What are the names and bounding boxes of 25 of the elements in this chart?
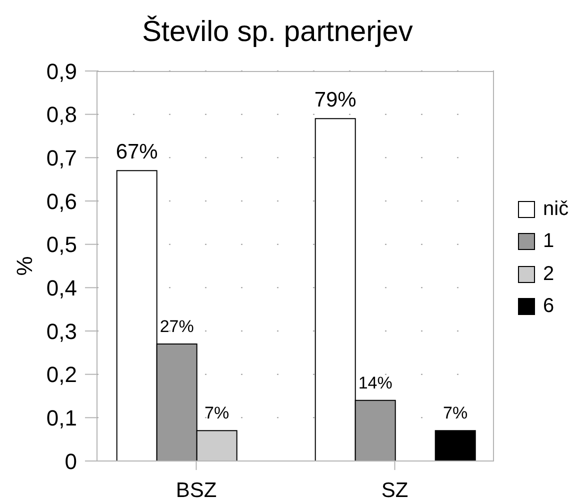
data-label: 79% [314, 88, 356, 112]
data-label: 7% [204, 404, 230, 423]
x-tick-label: SZ [381, 478, 408, 502]
y-tick-label: 0,1 [46, 405, 77, 430]
data-label: 14% [358, 373, 392, 392]
bar [434, 430, 476, 461]
legend-label: 6 [543, 295, 554, 318]
y-tick-label: 0,8 [46, 102, 77, 128]
y-tick-label: 0 [64, 448, 77, 474]
y-tick-label: 0,2 [46, 362, 77, 388]
data-label: 7% [443, 404, 468, 423]
data-label: 67% [116, 140, 158, 164]
legend-label: 2 [543, 262, 554, 286]
y-tick-label: 0,6 [46, 188, 77, 214]
chart-title: Število sp. partnerjev [141, 15, 414, 49]
data-label: 27% [160, 317, 194, 336]
y-axis-title: % [12, 256, 37, 276]
legend-label: 1 [543, 230, 554, 254]
y-tick-label: 0,4 [46, 275, 77, 300]
y-tick-label: 0,7 [46, 145, 77, 170]
y-tick-label: 0,5 [46, 232, 77, 258]
y-tick-label: 0,9 [46, 58, 77, 84]
legend-label: nič [543, 198, 569, 221]
y-tick-label: 0,3 [46, 318, 77, 344]
x-tick-label: BSZ [176, 478, 217, 502]
